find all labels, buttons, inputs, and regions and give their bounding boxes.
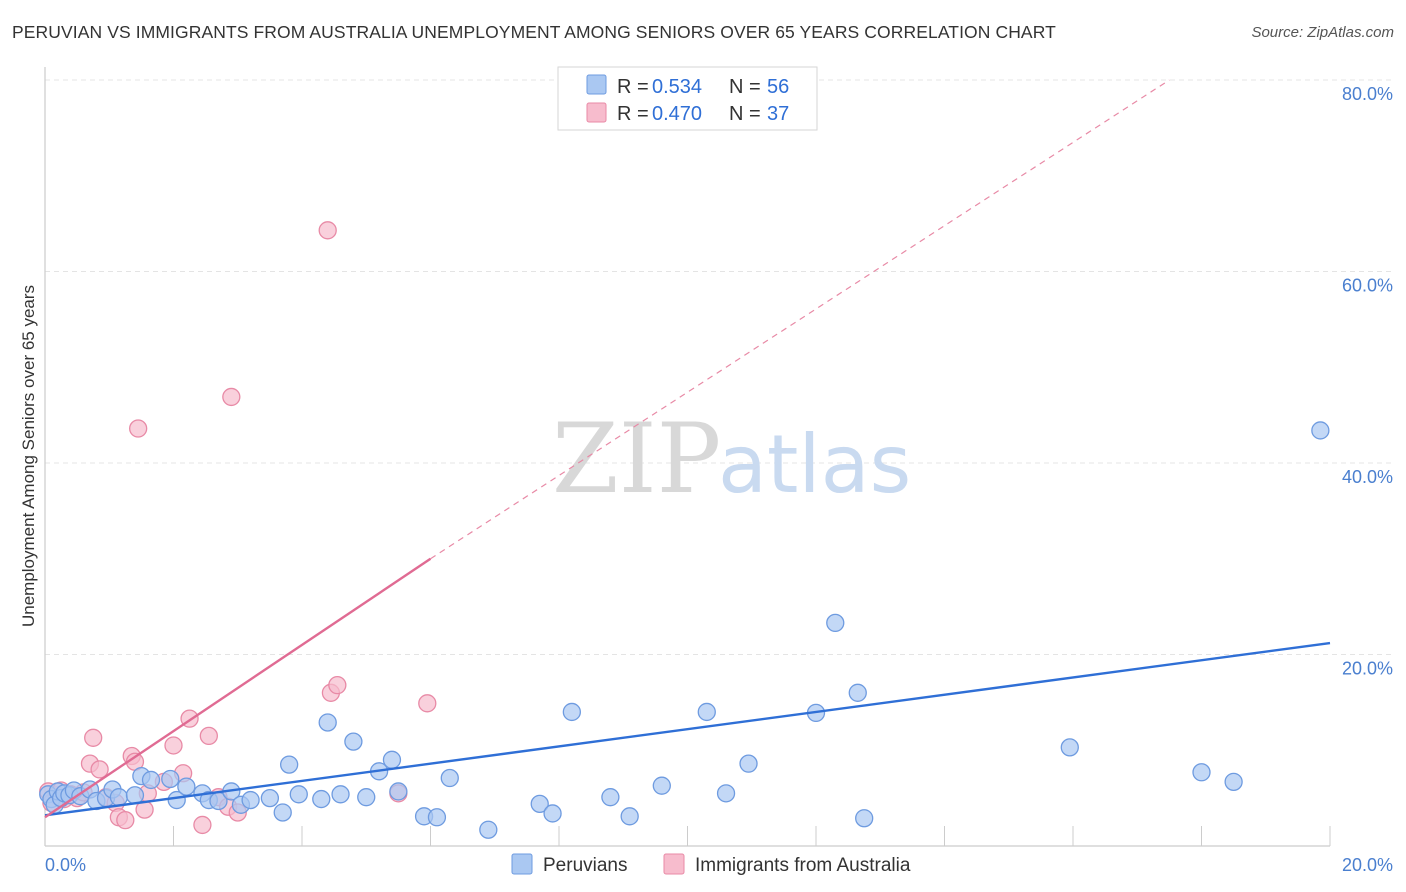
- point-peruvians: [543, 804, 562, 823]
- data-points: [39, 221, 1331, 839]
- point-peruvians: [562, 702, 581, 722]
- point-peruvians: [241, 790, 260, 810]
- point-peruvians: [382, 750, 402, 769]
- x-tick-label: 20.0%: [1342, 855, 1393, 875]
- x-tick-label: 0.0%: [45, 855, 86, 875]
- point-peruvians: [109, 788, 129, 807]
- point-peruvians: [440, 768, 459, 788]
- point-peruvians: [344, 732, 363, 751]
- legend-r-label: R =: [617, 103, 649, 125]
- point-peruvians: [260, 788, 280, 808]
- point-peruvians: [1060, 738, 1079, 757]
- point-peruvians: [739, 754, 758, 773]
- point-peruvians: [848, 683, 867, 702]
- bottom-legend: Peruvians Immigrants from Australia: [511, 853, 911, 876]
- point-peruvians: [601, 788, 620, 807]
- point-australia: [164, 736, 183, 755]
- point-peruvians: [1311, 421, 1330, 440]
- point-peruvians: [620, 807, 639, 826]
- trendline-australia-extension: [430, 79, 1170, 560]
- bottom-legend-swatch-australia: [663, 853, 685, 875]
- y-tick-label: 20.0%: [1342, 659, 1393, 679]
- point-peruvians: [427, 808, 447, 827]
- x-tick-labels: 0.0% 20.0%: [45, 855, 1393, 875]
- watermark-atlas: atlas: [718, 418, 911, 511]
- point-peruvians: [697, 702, 716, 722]
- point-peruvians: [141, 770, 161, 790]
- legend-r-label: R =: [617, 76, 649, 98]
- watermark: ZIP atlas: [552, 403, 911, 515]
- legend-n-value: 56: [767, 76, 789, 98]
- point-peruvians: [479, 820, 498, 839]
- point-peruvians: [318, 713, 337, 732]
- point-peruvians: [357, 788, 376, 807]
- point-australia: [129, 419, 148, 438]
- point-peruvians: [389, 782, 408, 801]
- point-peruvians: [331, 785, 350, 804]
- trendlines: [430, 79, 1170, 560]
- point-peruvians: [855, 809, 874, 828]
- point-australia: [193, 815, 212, 835]
- legend-r-value: 0.534: [652, 76, 702, 98]
- point-peruvians: [530, 794, 549, 814]
- point-peruvians: [1224, 772, 1243, 791]
- legend-n-value: 37: [767, 103, 789, 125]
- point-australia: [328, 675, 347, 695]
- bottom-legend-label-australia: Immigrants from Australia: [695, 855, 911, 876]
- bottom-legend-label-peruvians: Peruvians: [543, 855, 628, 876]
- point-peruvians: [826, 613, 845, 633]
- source-label: Source: ZipAtlas.com: [1251, 24, 1394, 41]
- chart-title: PERUVIAN VS IMMIGRANTS FROM AUSTRALIA UN…: [12, 22, 1056, 42]
- y-tick-labels: 20.0% 40.0% 60.0% 80.0%: [1342, 84, 1393, 679]
- point-australia: [222, 387, 241, 407]
- point-peruvians: [279, 755, 299, 774]
- point-australia: [90, 760, 109, 779]
- legend-n-label: N =: [729, 103, 761, 125]
- point-peruvians: [125, 786, 145, 805]
- point-peruvians: [312, 789, 331, 809]
- y-tick-label: 80.0%: [1342, 84, 1393, 104]
- y-axis-label: Unemployment Among Seniors over 65 years: [19, 285, 38, 627]
- point-australia: [84, 728, 103, 747]
- point-peruvians: [289, 785, 308, 804]
- point-australia: [418, 694, 437, 713]
- point-australia: [116, 810, 135, 830]
- x-ticks: [173, 826, 1331, 846]
- legend-n-label: N =: [729, 76, 761, 98]
- point-australia: [318, 221, 337, 240]
- point-australia: [199, 726, 218, 746]
- trendline-peruvians: [44, 641, 1331, 817]
- legend-swatch-peruvians: [586, 74, 607, 95]
- point-peruvians: [177, 777, 196, 796]
- legend-swatch-australia: [586, 102, 607, 123]
- grid: [45, 79, 1392, 655]
- point-peruvians: [1192, 763, 1211, 782]
- point-peruvians: [273, 803, 292, 822]
- point-peruvians: [716, 784, 736, 803]
- watermark-zip: ZIP: [552, 403, 721, 515]
- legend: R = 0.534 N = 56 R = 0.470 N = 37: [557, 66, 818, 131]
- point-peruvians: [652, 776, 671, 795]
- trendline-australia: [44, 557, 432, 819]
- y-tick-label: 40.0%: [1342, 467, 1393, 487]
- point-peruvians: [161, 769, 180, 789]
- bottom-legend-swatch-peruvians: [511, 853, 533, 875]
- y-tick-label: 60.0%: [1342, 276, 1393, 296]
- legend-r-value: 0.470: [652, 103, 702, 125]
